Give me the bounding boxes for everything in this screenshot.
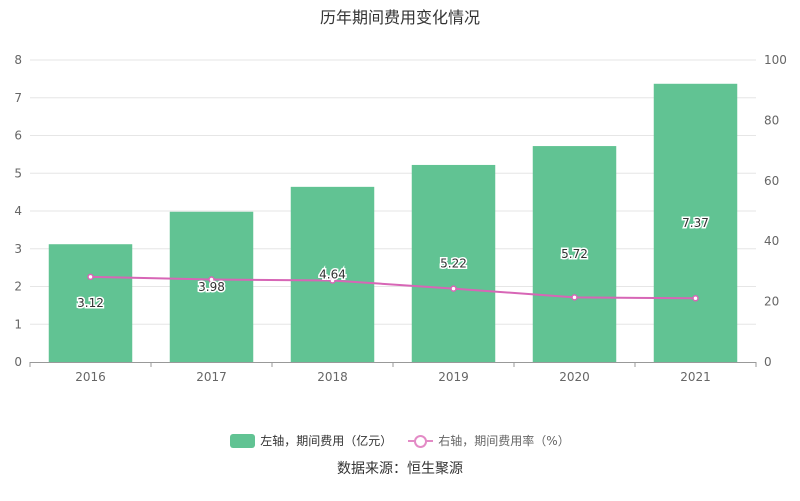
y-right-tick-label: 40 xyxy=(764,234,779,248)
rate-point xyxy=(450,285,457,292)
data-source: 数据来源：恒生聚源 xyxy=(337,461,463,477)
y-right-tick-label: 60 xyxy=(764,174,779,188)
y-right-tick-label: 80 xyxy=(764,113,779,127)
rate-point xyxy=(208,276,215,283)
bar-value-label: 3.98 xyxy=(198,280,225,294)
y-left-tick-label: 4 xyxy=(14,204,22,218)
y-left-tick-label: 6 xyxy=(14,129,22,143)
y-right-tick-label: 20 xyxy=(764,295,779,309)
x-tick-label: 2021 xyxy=(680,370,711,384)
x-tick-label: 2016 xyxy=(75,370,106,384)
y-right-tick-label: 0 xyxy=(764,355,772,369)
x-tick-label: 2020 xyxy=(559,370,590,384)
x-tick-label: 2018 xyxy=(317,370,348,384)
bar-value-label: 3.12 xyxy=(77,296,104,310)
rate-line xyxy=(90,275,696,300)
bar xyxy=(532,146,617,362)
x-tick-label: 2017 xyxy=(196,370,227,384)
legend-item-line[interactable]: 右轴，期间费用率（%） xyxy=(408,432,570,449)
y-left-tick-label: 8 xyxy=(14,53,22,67)
bar xyxy=(48,244,133,362)
bar-value-label: 7.37 xyxy=(682,216,709,230)
rate-point xyxy=(87,273,94,281)
bar xyxy=(290,186,375,362)
legend-line-swatch xyxy=(408,434,434,448)
bar xyxy=(411,164,496,362)
y-left-tick-label: 0 xyxy=(14,355,22,369)
bar-value-label: 5.72 xyxy=(561,247,588,261)
y-left-tick-label: 3 xyxy=(14,242,22,256)
legend-bar-label: 左轴，期间费用（亿元） xyxy=(260,434,393,448)
y-left-tick-label: 7 xyxy=(14,91,22,105)
bar-value-label: 4.64 xyxy=(319,267,346,281)
rate-point xyxy=(329,277,336,284)
chart-title: 历年期间费用变化情况 xyxy=(319,8,480,27)
x-tick-label: 2019 xyxy=(438,370,469,384)
y-left-tick-label: 1 xyxy=(14,317,22,331)
bar xyxy=(653,83,738,362)
y-left-tick-label: 5 xyxy=(14,166,22,180)
y-left-tick-label: 2 xyxy=(14,280,22,294)
bar-value-label: 5.22 xyxy=(440,256,467,270)
bar xyxy=(169,211,254,362)
legend-bar-swatch xyxy=(230,433,256,448)
legend-item-bar[interactable]: 左轴，期间费用（亿元） xyxy=(230,432,392,449)
legend-line-label: 右轴，期间费用率（%） xyxy=(438,434,570,448)
y-right-tick-label: 100 xyxy=(764,53,787,67)
rate-point xyxy=(571,294,578,301)
legend: 左轴，期间费用（亿元） 右轴，期间费用率（%） xyxy=(0,432,800,449)
rate-point xyxy=(692,295,699,302)
